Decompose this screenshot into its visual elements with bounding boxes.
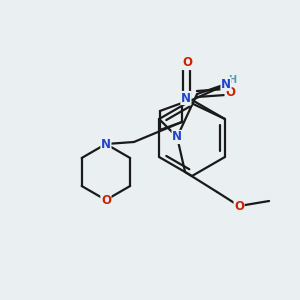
Text: O: O (225, 85, 235, 98)
Text: O: O (101, 194, 111, 206)
Text: H: H (228, 75, 236, 85)
Text: N: N (101, 137, 111, 151)
Text: N: N (172, 130, 182, 143)
Text: O: O (234, 200, 244, 212)
Text: O: O (182, 56, 192, 70)
Text: N: N (181, 92, 191, 104)
Text: N: N (221, 77, 231, 91)
